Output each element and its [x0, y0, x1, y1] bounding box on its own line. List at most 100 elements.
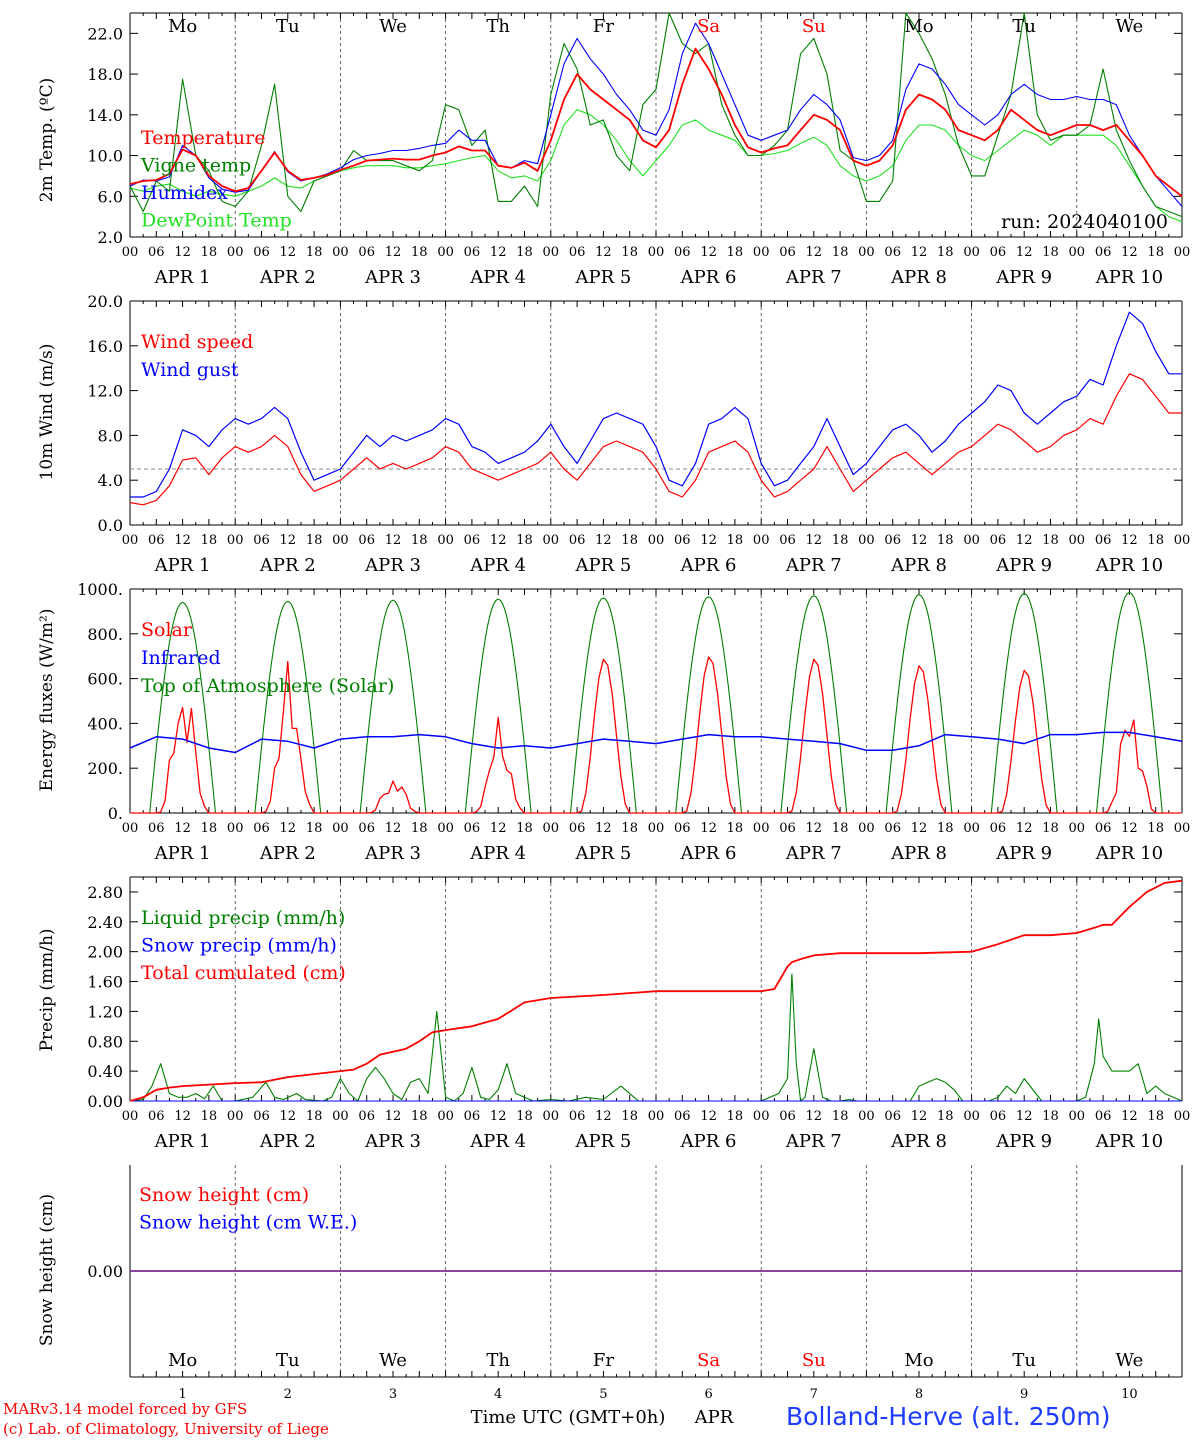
- x-tick-label: 18: [621, 821, 638, 836]
- x-tick-label: 18: [1042, 821, 1059, 836]
- y-tick-label: 0.40: [87, 1062, 123, 1081]
- day-name: Su: [802, 1350, 826, 1371]
- x-tick-label: 00: [332, 533, 349, 548]
- x-tick-label: 06: [779, 245, 796, 260]
- y-tick-label: 8.0: [98, 426, 123, 445]
- x-axis-label: Time UTC (GMT+0h): [471, 1407, 666, 1428]
- x-tick-label: 00: [122, 245, 139, 260]
- day-name: Tu: [1012, 1350, 1036, 1371]
- y-tick-label: 0.0: [98, 516, 123, 535]
- x-tick-label: 12: [1016, 1109, 1033, 1124]
- date-label: APR 5: [574, 1131, 631, 1152]
- x-tick-label: 06: [990, 533, 1007, 548]
- legend-entry: Wind speed: [141, 331, 253, 353]
- legend-entry: Solar: [141, 619, 193, 641]
- x-tick-label: 00: [963, 821, 980, 836]
- x-tick-label: 18: [516, 533, 533, 548]
- date-label: APR 4: [469, 267, 526, 288]
- x-tick-label: 06: [253, 533, 270, 548]
- y-tick-label: 2.00: [87, 943, 123, 962]
- date-label: APR 3: [364, 555, 421, 576]
- day-number: 7: [810, 1387, 818, 1402]
- energy-panel: 0. 200. 400. 600. 800. 1000. Energy fluxes (W/…: [37, 580, 1190, 864]
- x-tick-label: 18: [516, 245, 533, 260]
- day-name: We: [379, 16, 407, 37]
- date-label: APR 6: [680, 555, 737, 576]
- y-tick-label: 400.: [87, 714, 123, 733]
- x-tick-label: 12: [1016, 245, 1033, 260]
- x-tick-label: 12: [911, 821, 928, 836]
- x-tick-label: 00: [1174, 533, 1191, 548]
- x-tick-label: 12: [911, 533, 928, 548]
- date-label: APR 3: [364, 1131, 421, 1152]
- y-tick-label: 6.0: [98, 187, 123, 206]
- x-tick-label: 18: [1042, 1109, 1059, 1124]
- x-tick-label: 18: [621, 245, 638, 260]
- x-tick-label: 18: [727, 245, 744, 260]
- x-tick-label: 00: [1069, 245, 1086, 260]
- day-name: Su: [802, 16, 826, 37]
- x-tick-label: 12: [1121, 533, 1138, 548]
- legend-entry: Wind gust: [141, 359, 239, 381]
- x-tick-label: 12: [595, 533, 612, 548]
- x-tick-label: 00: [122, 1109, 139, 1124]
- x-tick-label: 18: [306, 1109, 323, 1124]
- y-axis-label: Snow height (cm): [37, 1194, 57, 1346]
- legend-entry: Vigne temp: [140, 155, 251, 177]
- day-name: Tu: [276, 1350, 300, 1371]
- y-tick-label: 0.00: [87, 1262, 123, 1281]
- x-tick-label: 00: [437, 821, 454, 836]
- x-tick-label: 12: [1121, 1109, 1138, 1124]
- series-line: [130, 656, 1182, 814]
- x-tick-label: 06: [464, 533, 481, 548]
- series-line: [129, 373, 1182, 506]
- x-tick-label: 00: [753, 533, 770, 548]
- x-tick-label: 00: [858, 245, 875, 260]
- y-axis-label: 2m Temp. (ºC): [37, 78, 57, 203]
- station-title: Bolland-Herve (alt. 250m): [786, 1402, 1111, 1431]
- day-number: 9: [1020, 1387, 1028, 1402]
- x-tick-label: 12: [911, 1109, 928, 1124]
- day-name: Mo: [168, 16, 197, 37]
- day-number: 4: [494, 1387, 502, 1402]
- day-number: 1: [178, 1387, 186, 1402]
- x-tick-label: 06: [253, 245, 270, 260]
- date-label: APR 7: [785, 843, 842, 864]
- x-tick-label: 12: [1016, 821, 1033, 836]
- x-tick-label: 18: [937, 245, 954, 260]
- x-tick-label: 00: [1069, 533, 1086, 548]
- x-tick-label: 18: [727, 1109, 744, 1124]
- date-label: APR 10: [1095, 1131, 1163, 1152]
- y-tick-label: 10.0: [87, 147, 123, 166]
- x-tick-label: 06: [569, 821, 586, 836]
- x-tick-label: 18: [201, 821, 218, 836]
- x-tick-label: 18: [621, 533, 638, 548]
- x-tick-label: 06: [1095, 1109, 1112, 1124]
- x-tick-label: 06: [358, 245, 375, 260]
- x-tick-label: 18: [937, 1109, 954, 1124]
- x-tick-label: 18: [306, 245, 323, 260]
- day-name: Mo: [904, 16, 933, 37]
- date-label: APR 6: [680, 267, 737, 288]
- y-tick-label: 20.0: [87, 292, 123, 311]
- legend-entry: Liquid precip (mm/h): [141, 907, 345, 929]
- x-tick-label: 06: [674, 1109, 691, 1124]
- legend-entry: Temperature: [141, 127, 265, 149]
- y-tick-label: 2.0: [98, 228, 123, 247]
- x-tick-label: 18: [937, 821, 954, 836]
- y-axis-label: 10m Wind (m/s): [37, 344, 57, 481]
- y-axis-label: Energy fluxes (W/m²): [37, 609, 57, 792]
- x-tick-label: 06: [148, 821, 165, 836]
- x-tick-label: 18: [1042, 533, 1059, 548]
- day-number: 3: [389, 1387, 397, 1402]
- series-line: [129, 12, 1183, 218]
- date-label: APR 6: [680, 1131, 737, 1152]
- x-tick-label: 18: [306, 821, 323, 836]
- x-tick-label: 00: [122, 533, 139, 548]
- x-tick-label: 00: [963, 533, 980, 548]
- x-tick-label: 18: [1147, 245, 1164, 260]
- x-tick-label: 18: [832, 1109, 849, 1124]
- legend-entry: DewPoint Temp: [141, 210, 292, 232]
- day-name: Tu: [1012, 16, 1036, 37]
- x-tick-label: 00: [332, 1109, 349, 1124]
